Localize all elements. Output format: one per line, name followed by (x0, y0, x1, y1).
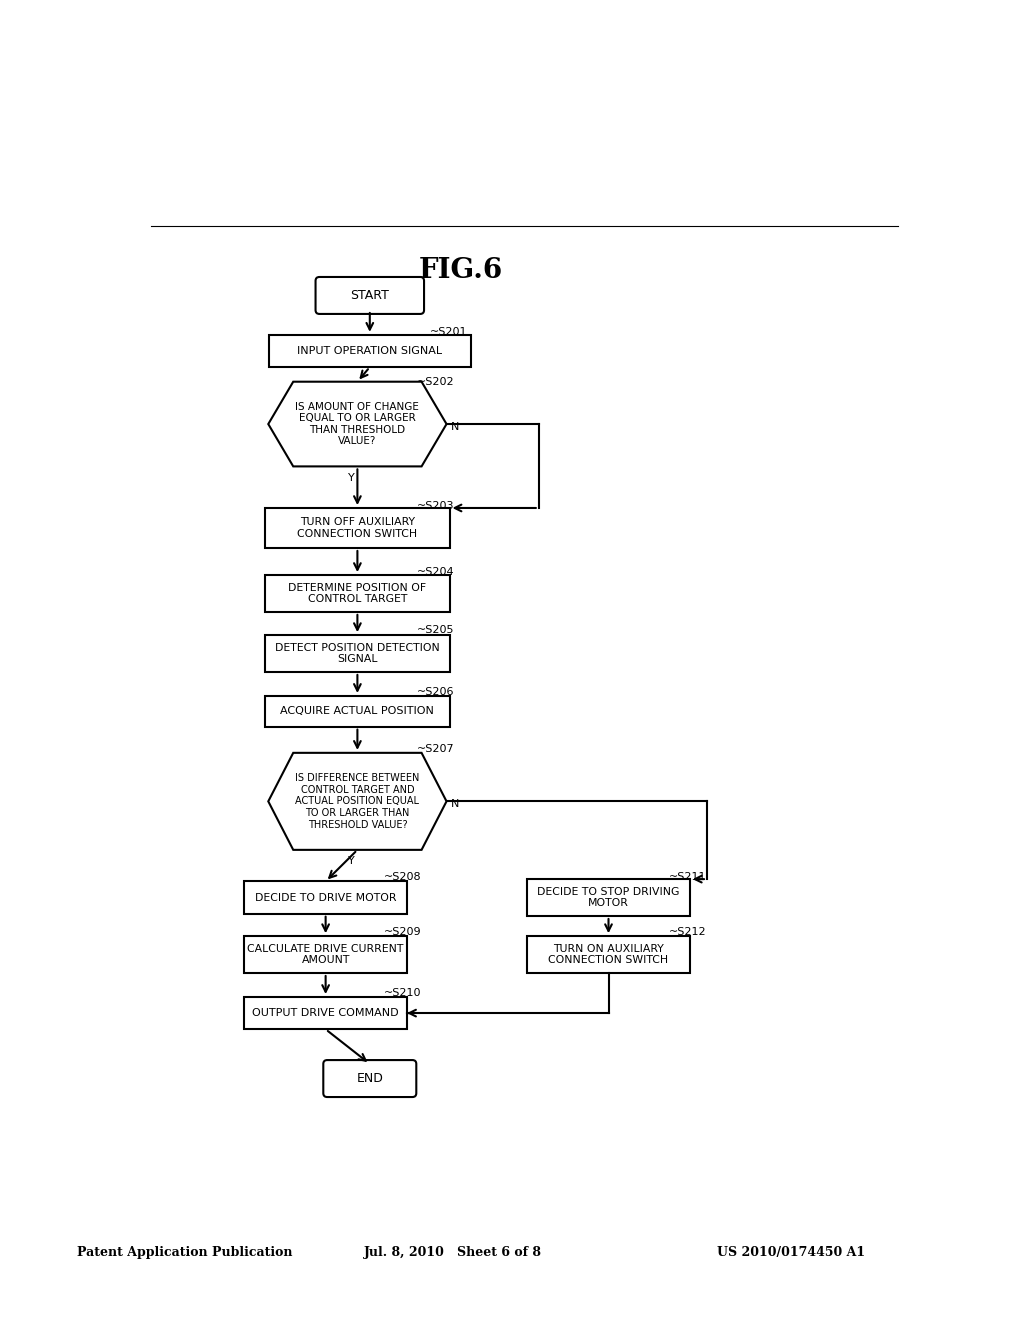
Bar (527, 879, 690, 916)
Text: DETECT POSITION DETECTION
SIGNAL: DETECT POSITION DETECTION SIGNAL (275, 643, 439, 664)
Text: IS DIFFERENCE BETWEEN
CONTROL TARGET AND
ACTUAL POSITION EQUAL
TO OR LARGER THAN: IS DIFFERENCE BETWEEN CONTROL TARGET AND… (295, 774, 420, 829)
Bar (269, 335, 471, 367)
Polygon shape (268, 752, 446, 850)
Text: INPUT OPERATION SIGNAL: INPUT OPERATION SIGNAL (297, 346, 442, 356)
Text: CALCULATE DRIVE CURRENT
AMOUNT: CALCULATE DRIVE CURRENT AMOUNT (248, 944, 403, 965)
Text: DETERMINE POSITION OF
CONTROL TARGET: DETERMINE POSITION OF CONTROL TARGET (289, 582, 426, 605)
Text: N: N (452, 800, 460, 809)
Text: ~S210: ~S210 (384, 987, 421, 998)
Text: Patent Application Publication: Patent Application Publication (77, 1246, 292, 1259)
Text: ~S204: ~S204 (417, 568, 455, 577)
Text: ~S206: ~S206 (417, 686, 455, 697)
Text: FIG.6: FIG.6 (419, 256, 504, 284)
Text: ~S203: ~S203 (417, 502, 455, 511)
Text: Y: Y (348, 855, 354, 866)
Text: START: START (350, 289, 389, 302)
Bar (265, 635, 450, 672)
Text: DECIDE TO DRIVE MOTOR: DECIDE TO DRIVE MOTOR (255, 892, 396, 903)
Bar (265, 576, 450, 612)
Text: ~S212: ~S212 (669, 927, 707, 937)
Text: ~S202: ~S202 (417, 378, 455, 387)
Text: N: N (452, 422, 460, 432)
Bar (265, 508, 450, 548)
Text: ~S205: ~S205 (417, 626, 455, 635)
Text: ~S209: ~S209 (384, 927, 421, 937)
Text: OUTPUT DRIVE COMMAND: OUTPUT DRIVE COMMAND (252, 1008, 399, 1018)
Bar (527, 936, 690, 973)
Polygon shape (268, 381, 446, 466)
Text: TURN OFF AUXILIARY
CONNECTION SWITCH: TURN OFF AUXILIARY CONNECTION SWITCH (297, 517, 418, 539)
Text: ~S207: ~S207 (417, 744, 455, 755)
FancyBboxPatch shape (315, 277, 424, 314)
Text: TURN ON AUXILIARY
CONNECTION SWITCH: TURN ON AUXILIARY CONNECTION SWITCH (549, 944, 669, 965)
Text: DECIDE TO STOP DRIVING
MOTOR: DECIDE TO STOP DRIVING MOTOR (538, 887, 680, 908)
Text: IS AMOUNT OF CHANGE
EQUAL TO OR LARGER
THAN THRESHOLD
VALUE?: IS AMOUNT OF CHANGE EQUAL TO OR LARGER T… (296, 401, 420, 446)
Bar (245, 882, 407, 913)
Text: END: END (356, 1072, 383, 1085)
Text: ~S211: ~S211 (669, 873, 707, 882)
Text: ~S201: ~S201 (430, 327, 468, 337)
Text: US 2010/0174450 A1: US 2010/0174450 A1 (717, 1246, 865, 1259)
Text: ACQUIRE ACTUAL POSITION: ACQUIRE ACTUAL POSITION (281, 706, 434, 717)
FancyBboxPatch shape (324, 1060, 417, 1097)
Text: Y: Y (348, 473, 354, 483)
Bar (245, 936, 407, 973)
Bar (265, 696, 450, 726)
Text: ~S208: ~S208 (384, 873, 421, 882)
Bar (245, 997, 407, 1030)
Text: Jul. 8, 2010   Sheet 6 of 8: Jul. 8, 2010 Sheet 6 of 8 (364, 1246, 542, 1259)
